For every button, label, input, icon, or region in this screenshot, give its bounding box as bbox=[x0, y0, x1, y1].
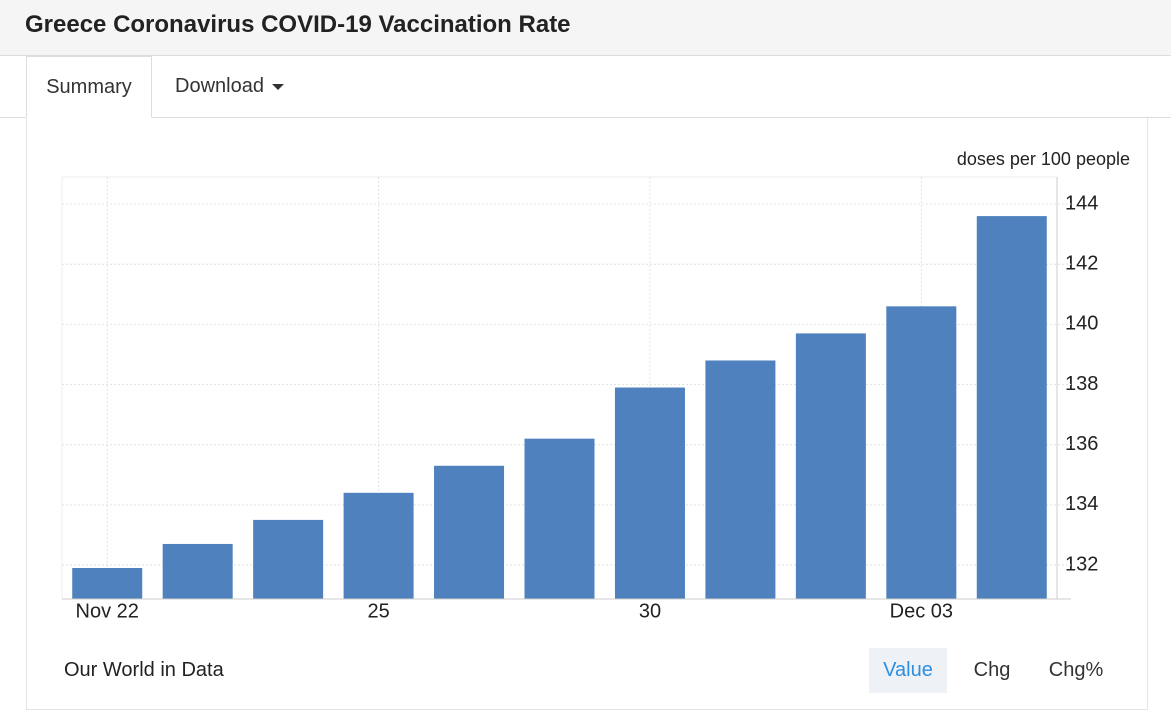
y-tick-label: 138 bbox=[1065, 373, 1098, 395]
y-tick-label: 134 bbox=[1065, 493, 1098, 515]
bar bbox=[434, 465, 505, 599]
download-label[interactable]: Download bbox=[175, 75, 264, 97]
x-tick-label: 30 bbox=[639, 600, 661, 622]
y-tick-label: 142 bbox=[1065, 253, 1098, 275]
y-tick-label: 140 bbox=[1065, 313, 1098, 335]
bar bbox=[343, 492, 414, 599]
bar bbox=[886, 306, 957, 599]
bar bbox=[795, 333, 866, 599]
bar bbox=[976, 216, 1047, 599]
bar bbox=[253, 519, 324, 599]
value-button[interactable]: Value bbox=[869, 648, 947, 693]
chart-panel bbox=[26, 118, 1148, 710]
y-tick-label: 136 bbox=[1065, 433, 1098, 455]
chg-button[interactable]: Chg bbox=[973, 659, 1011, 681]
x-tick-label: 25 bbox=[367, 600, 389, 622]
download-tab[interactable]: Download bbox=[175, 56, 284, 116]
unit-label: doses per 100 people bbox=[957, 149, 1130, 169]
summary-tab[interactable]: Summary bbox=[26, 56, 152, 118]
bar bbox=[162, 543, 233, 599]
x-tick-label: Nov 22 bbox=[76, 600, 139, 622]
tab-divider bbox=[0, 117, 1171, 118]
bar bbox=[705, 360, 776, 599]
y-tick-label: 144 bbox=[1065, 192, 1098, 214]
y-tick-label: 132 bbox=[1065, 553, 1098, 575]
page-title: Greece Coronavirus COVID-19 Vaccination … bbox=[25, 11, 571, 38]
source: Our World in Data bbox=[64, 659, 224, 681]
bar bbox=[614, 387, 685, 599]
x-tick-label: Dec 03 bbox=[890, 600, 953, 622]
chg-pct-button[interactable]: Chg% bbox=[1048, 659, 1104, 681]
header: Greece Coronavirus COVID-19 Vaccination … bbox=[0, 0, 1171, 56]
bar bbox=[524, 438, 595, 599]
caret bbox=[271, 83, 284, 90]
bar bbox=[72, 568, 143, 599]
